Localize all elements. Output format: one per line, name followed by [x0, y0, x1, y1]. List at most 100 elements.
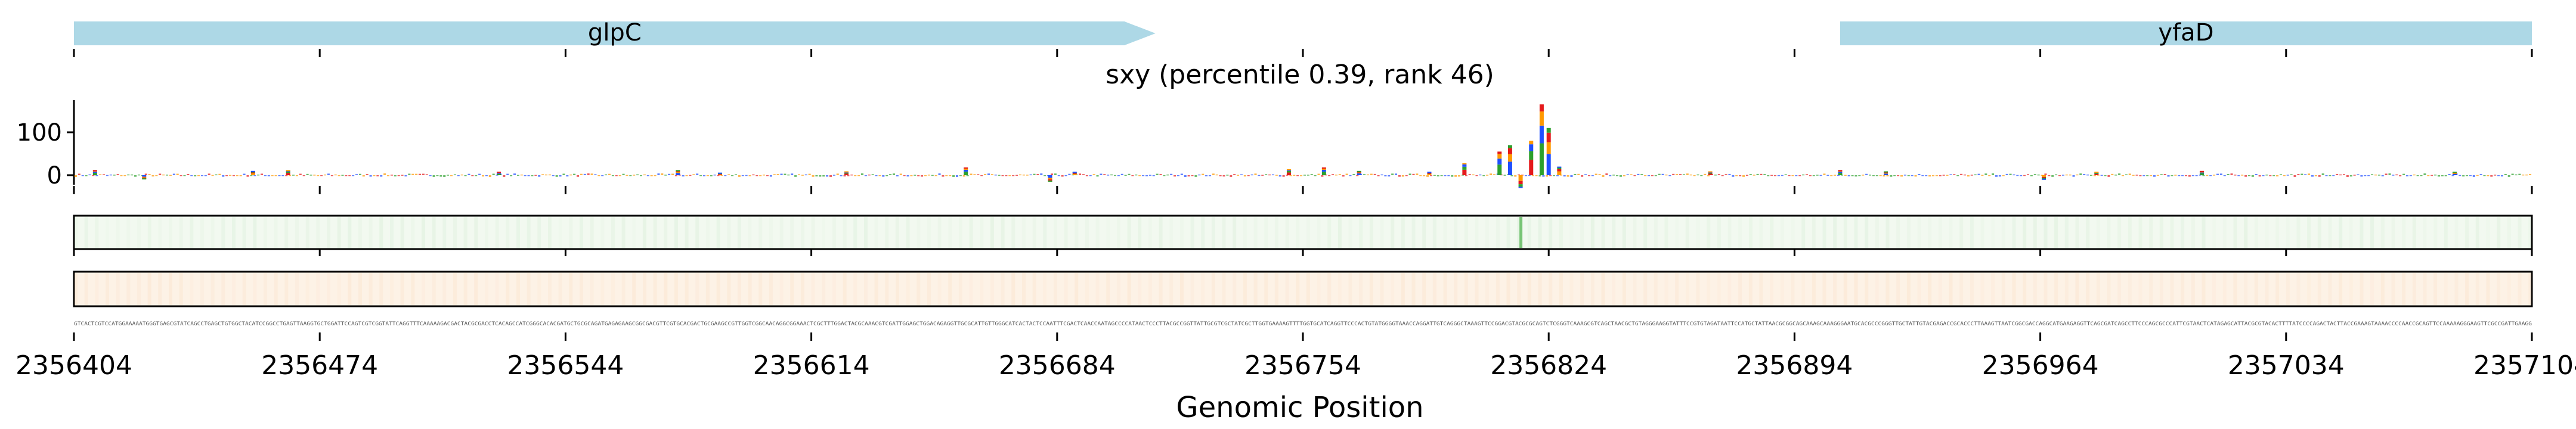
logo-peak-mark: [1321, 172, 1326, 175]
logo-base-mark: [1015, 175, 1018, 176]
logo-base-mark: [611, 175, 614, 176]
heatmap-orange-cell: [158, 273, 162, 305]
logo-base-mark: [1475, 175, 1478, 176]
logo-base-mark: [1732, 175, 1735, 177]
heatmap-green-cell: [1327, 217, 1332, 248]
heatmap-orange-cell: [1116, 273, 1120, 305]
logo-base-mark: [1819, 175, 1822, 176]
logo-base-mark: [1605, 173, 1608, 175]
logo-base-mark: [1918, 173, 1921, 175]
heatmap-orange-cell: [2149, 273, 2153, 305]
heatmap-green-cell: [2012, 217, 2016, 248]
logo-base-mark: [1865, 173, 1868, 175]
logo-base-mark: [1482, 175, 1485, 176]
heatmap-green-cell: [1822, 217, 1826, 248]
heatmap-green-cell: [642, 217, 646, 248]
logo-base-mark: [569, 174, 572, 176]
logo-base-mark: [2364, 175, 2367, 176]
heatmap-orange-cell: [1475, 273, 1479, 305]
heatmap-green-cell: [621, 217, 626, 248]
logo-base-mark: [741, 175, 744, 176]
logo-base-mark: [2258, 175, 2261, 177]
heatmap-orange-cell: [2275, 273, 2280, 305]
heatmap-orange-cell: [1485, 273, 1490, 305]
logo-base-mark: [594, 174, 597, 175]
heatmap-green-cell: [2296, 217, 2301, 248]
heatmap-green-cell: [337, 217, 341, 248]
logo-peak-mark: [1321, 169, 1326, 172]
heatmap-orange-cell: [1159, 273, 1163, 305]
logo-base-mark: [1332, 174, 1335, 175]
logo-peak-mark: [1557, 169, 1562, 172]
logo-base-mark: [580, 173, 583, 175]
heatmap-orange-cell: [1727, 273, 1732, 305]
logo-base-mark: [81, 175, 84, 176]
heatmap-orange-cell: [1633, 273, 1637, 305]
heatmap-green-cell: [2212, 217, 2216, 248]
logo-base-mark: [1100, 173, 1103, 175]
logo-base-mark: [1619, 175, 1622, 177]
logo-base-mark: [791, 173, 794, 175]
logo-base-mark: [436, 175, 439, 176]
logo-peak-mark: [1286, 170, 1291, 173]
logo-base-mark: [2339, 174, 2342, 176]
logo-base-mark: [668, 173, 671, 175]
heatmap-green-cell: [716, 217, 720, 248]
logo-base-mark: [2086, 174, 2089, 176]
logo-base-mark: [1721, 175, 1724, 176]
heatmap-orange-cell: [1264, 273, 1268, 305]
logo-base-mark: [692, 174, 695, 175]
logo-base-mark: [2009, 173, 2012, 175]
heatmap-orange-cell: [1875, 273, 1879, 305]
logo-peak-mark: [1546, 132, 1551, 142]
heatmap-green-cell: [1180, 217, 1184, 248]
logo-base-mark: [685, 175, 688, 176]
logo-base-mark: [1429, 175, 1432, 176]
logo-base-mark: [1584, 174, 1587, 175]
logo-base-mark: [1563, 175, 1566, 177]
heatmap-orange-cell: [1443, 273, 1447, 305]
logo-base-mark: [1082, 174, 1085, 175]
logo-base-mark: [2146, 175, 2149, 176]
logo-base-mark: [1802, 174, 1805, 176]
logo-base-mark: [1170, 173, 1173, 175]
heatmap-orange-cell: [1296, 273, 1300, 305]
gene-track-ticks: [73, 49, 2533, 256]
heatmap-orange-cell: [2001, 273, 2005, 305]
heatmap-orange-cell: [2286, 273, 2290, 305]
logo-base-mark: [1587, 175, 1590, 176]
x-axis-tick-label: 2356964: [1982, 350, 2099, 381]
heatmap-green-cell: [917, 217, 920, 248]
logo-base-mark: [2311, 175, 2314, 177]
logo-peak-mark: [676, 170, 680, 172]
logo-peak-mark: [1546, 128, 1551, 133]
heatmap-orange-cell: [2307, 273, 2311, 305]
logo-base-mark: [2494, 175, 2497, 176]
heatmap-orange-cell: [1285, 273, 1289, 305]
logo-peak-mark: [1708, 171, 1713, 173]
gene-track: glpC yfaD: [73, 19, 2533, 256]
heatmap-green-cell: [1675, 217, 1679, 248]
logo-base-mark: [1648, 175, 1651, 176]
logo-base-mark: [2012, 174, 2015, 176]
heatmap-orange-cell: [2475, 273, 2479, 305]
logo-base-mark: [776, 174, 779, 175]
heatmap-orange-cell: [716, 273, 720, 305]
logo-peak-mark: [1048, 181, 1052, 182]
heatmap-green-cell: [2317, 217, 2321, 248]
logo-base-mark: [439, 175, 442, 177]
logo-base-mark: [1907, 175, 1910, 176]
logo-base-mark: [513, 173, 516, 175]
heatmap-orange-cell: [116, 273, 120, 305]
heatmap-green-cell: [1760, 217, 1763, 248]
logo-peak-mark: [1507, 154, 1512, 162]
heatmap-green-cell: [1296, 217, 1299, 248]
logo-base-mark: [2107, 175, 2110, 177]
logo-base-mark: [425, 174, 428, 175]
heatmap-orange-cell: [811, 273, 815, 305]
logo-base-mark: [1791, 175, 1794, 176]
heatmap-orange-cell: [1854, 273, 1858, 305]
heatmap-green-cell: [137, 217, 141, 248]
heatmap-green-cell: [1274, 217, 1278, 248]
heatmap-green-cell: [2086, 217, 2090, 248]
